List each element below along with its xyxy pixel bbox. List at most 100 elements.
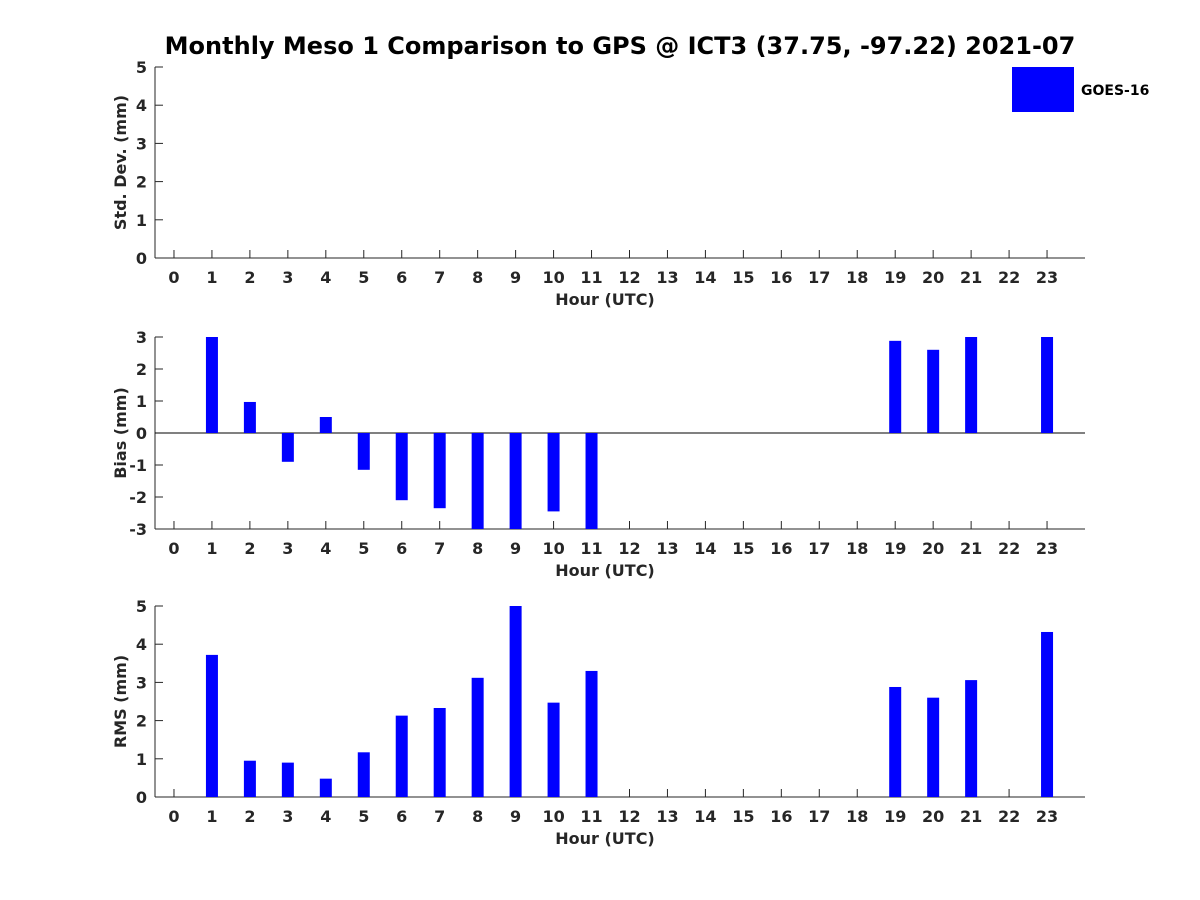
- x-tick-label: 2: [244, 268, 255, 287]
- bar-hour-1: [205, 337, 218, 433]
- bar-hour-9: [509, 433, 522, 529]
- bar-hour-10: [547, 702, 560, 797]
- y-tick-label: 4: [136, 635, 147, 654]
- x-tick-label: 12: [618, 268, 640, 287]
- x-tick-label: 15: [732, 807, 754, 826]
- y-tick-label: -1: [129, 456, 147, 475]
- y-tick-label: 0: [136, 788, 147, 807]
- bar-hour-8: [471, 433, 484, 529]
- y-tick-label: 5: [136, 58, 147, 77]
- x-tick-label: 18: [846, 807, 868, 826]
- bar-hour-1: [205, 654, 218, 797]
- x-tick-label: 5: [358, 539, 369, 558]
- x-tick-label: 5: [358, 807, 369, 826]
- x-tick-label: 17: [808, 807, 830, 826]
- x-tick-label: 17: [808, 268, 830, 287]
- x-tick-label: 0: [168, 807, 179, 826]
- x-tick-label: 9: [510, 268, 521, 287]
- x-tick-label: 10: [542, 807, 564, 826]
- x-axis-label: Hour (UTC): [555, 561, 655, 580]
- x-tick-label: 22: [998, 539, 1020, 558]
- x-tick-label: 3: [282, 539, 293, 558]
- x-tick-label: 2: [244, 807, 255, 826]
- x-tick-label: 20: [922, 539, 944, 558]
- bar-hour-20: [927, 697, 940, 797]
- legend-swatch: [1012, 67, 1074, 112]
- x-tick-label: 6: [396, 268, 407, 287]
- x-tick-label: 23: [1036, 268, 1058, 287]
- x-tick-label: 20: [922, 807, 944, 826]
- bar-hour-2: [243, 760, 256, 797]
- x-tick-label: 22: [998, 807, 1020, 826]
- x-tick-label: 11: [580, 807, 602, 826]
- bar-hour-21: [965, 337, 978, 433]
- legend: GOES-16: [1012, 67, 1149, 112]
- x-tick-label: 6: [396, 539, 407, 558]
- x-tick-label: 14: [694, 539, 716, 558]
- x-tick-label: 1: [206, 807, 217, 826]
- y-tick-label: 2: [136, 173, 147, 192]
- bar-hour-7: [433, 707, 446, 797]
- x-tick-label: 21: [960, 539, 982, 558]
- x-tick-label: 22: [998, 268, 1020, 287]
- x-tick-label: 16: [770, 268, 792, 287]
- y-tick-label: 1: [136, 392, 147, 411]
- bar-hour-3: [281, 762, 294, 797]
- y-axis-label: Std. Dev. (mm): [111, 95, 130, 230]
- x-tick-label: 0: [168, 539, 179, 558]
- x-tick-label: 2: [244, 539, 255, 558]
- bar-hour-5: [357, 752, 370, 797]
- x-tick-label: 8: [472, 807, 483, 826]
- x-tick-label: 12: [618, 807, 640, 826]
- x-axis-label: Hour (UTC): [555, 290, 655, 309]
- bar-hour-11: [585, 433, 598, 529]
- y-tick-label: -3: [129, 520, 147, 539]
- x-tick-label: 15: [732, 268, 754, 287]
- x-tick-label: 3: [282, 268, 293, 287]
- x-tick-label: 18: [846, 539, 868, 558]
- y-tick-label: 1: [136, 750, 147, 769]
- x-tick-label: 0: [168, 268, 179, 287]
- y-tick-label: 3: [136, 134, 147, 153]
- x-tick-label: 19: [884, 268, 906, 287]
- y-axis-label: RMS (mm): [111, 655, 130, 748]
- x-tick-label: 17: [808, 539, 830, 558]
- bar-hour-2: [243, 401, 256, 433]
- bar-hour-5: [357, 433, 370, 470]
- x-tick-label: 13: [656, 539, 678, 558]
- x-axis-label: Hour (UTC): [555, 829, 655, 848]
- x-tick-label: 3: [282, 807, 293, 826]
- bar-hour-23: [1041, 631, 1054, 797]
- x-tick-label: 14: [694, 807, 716, 826]
- x-tick-label: 5: [358, 268, 369, 287]
- y-tick-label: 0: [136, 424, 147, 443]
- y-tick-label: 0: [136, 249, 147, 268]
- y-tick-label: 5: [136, 597, 147, 616]
- y-tick-label: 4: [136, 96, 147, 115]
- y-tick-label: 2: [136, 360, 147, 379]
- x-tick-label: 1: [206, 539, 217, 558]
- x-tick-label: 18: [846, 268, 868, 287]
- x-tick-label: 8: [472, 539, 483, 558]
- x-tick-label: 4: [320, 807, 331, 826]
- x-tick-label: 1: [206, 268, 217, 287]
- bar-hour-19: [889, 686, 902, 797]
- legend-label: GOES-16: [1081, 83, 1149, 99]
- x-tick-label: 16: [770, 807, 792, 826]
- y-tick-label: 3: [136, 328, 147, 347]
- x-tick-label: 4: [320, 539, 331, 558]
- bar-hour-9: [509, 606, 522, 797]
- x-tick-label: 9: [510, 807, 521, 826]
- x-tick-label: 4: [320, 268, 331, 287]
- bar-hour-19: [889, 340, 902, 433]
- x-tick-label: 8: [472, 268, 483, 287]
- x-tick-label: 7: [434, 539, 445, 558]
- x-tick-label: 16: [770, 539, 792, 558]
- bar-hour-11: [585, 670, 598, 797]
- y-axis-label: Bias (mm): [111, 387, 130, 479]
- bar-hour-8: [471, 677, 484, 797]
